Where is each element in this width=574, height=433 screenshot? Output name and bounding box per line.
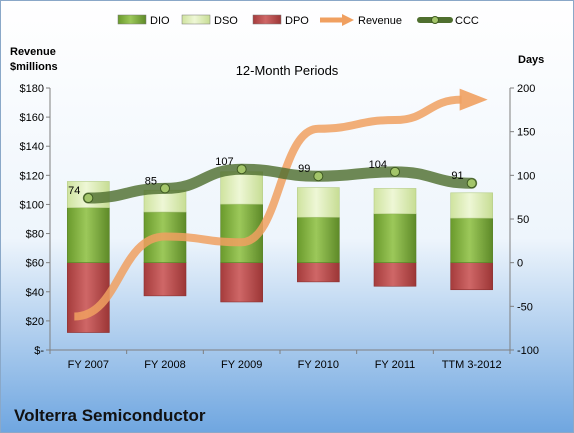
ccc-data-label: 99 bbox=[298, 163, 310, 175]
ccc-data-label: 107 bbox=[215, 156, 233, 168]
left-axis-title-line2: $millions bbox=[10, 61, 58, 73]
bar-group bbox=[373, 188, 417, 287]
right-tick-label: 100 bbox=[517, 170, 535, 182]
right-tick-label: 150 bbox=[517, 127, 535, 139]
legend-swatch-dio bbox=[117, 14, 147, 25]
left-axis-title-line1: Revenue bbox=[10, 46, 56, 58]
legend-swatch-dpo bbox=[252, 14, 282, 25]
legend-label-ccc: CCC bbox=[455, 15, 479, 27]
bar-dpo bbox=[220, 262, 263, 303]
legend-item-revenue: Revenue bbox=[320, 14, 402, 27]
ccc-data-label: 91 bbox=[451, 170, 463, 182]
x-tick-label: FY 2010 bbox=[298, 359, 339, 371]
legend-item-dio: DIO bbox=[117, 14, 170, 27]
bar-dio bbox=[373, 213, 417, 263]
legend-marker-ccc bbox=[431, 16, 439, 24]
left-tick-label: $20 bbox=[26, 316, 44, 328]
legend-label-dso: DSO bbox=[214, 15, 238, 27]
ccc-point bbox=[390, 166, 400, 177]
chart-title: 12-Month Periods bbox=[236, 63, 339, 78]
revenue-line bbox=[73, 95, 462, 321]
bar-dio bbox=[297, 216, 340, 263]
legend-label-revenue: Revenue bbox=[358, 15, 402, 27]
x-tick-label: FY 2011 bbox=[375, 359, 416, 371]
bar-dio bbox=[450, 217, 493, 263]
plot-area: $- $20 $40 $60 $80 $100 $120 $140 $160 $180 -100 -5… bbox=[20, 83, 540, 371]
ccc-line bbox=[82, 163, 478, 204]
ccc-point bbox=[313, 171, 324, 182]
right-tick-label: -100 bbox=[517, 345, 539, 357]
x-tick-label: FY 2007 bbox=[68, 359, 109, 371]
bar-dpo bbox=[450, 262, 493, 291]
right-axis-title: Days bbox=[518, 54, 544, 66]
ccc-point bbox=[466, 178, 477, 189]
right-tick-label: 0 bbox=[517, 258, 523, 270]
legend-item-ccc: CCC bbox=[417, 15, 479, 27]
right-tick-label: -50 bbox=[517, 301, 533, 313]
legend-arrow-revenue bbox=[342, 14, 354, 26]
left-tick-label: $- bbox=[34, 345, 44, 357]
right-tick-label: 200 bbox=[517, 83, 535, 95]
left-tick-label: $40 bbox=[26, 287, 44, 299]
legend-item-dso: DSO bbox=[181, 14, 238, 27]
legend-item-dpo: DPO bbox=[252, 14, 309, 27]
bar-dpo bbox=[143, 262, 187, 297]
bar-dpo bbox=[373, 262, 417, 287]
ccc-point bbox=[236, 164, 247, 175]
legend-label-dio: DIO bbox=[150, 15, 170, 27]
left-tick-label: $120 bbox=[20, 170, 44, 182]
bar-dpo bbox=[297, 262, 340, 283]
ccc-data-label: 104 bbox=[369, 159, 387, 171]
x-tick-label: FY 2008 bbox=[144, 359, 185, 371]
legend: DIO DSO DPO Revenue CCC bbox=[117, 14, 479, 27]
bar-dso bbox=[297, 187, 340, 218]
x-tick-label: TTM 3-2012 bbox=[442, 359, 502, 371]
bar-dso bbox=[373, 188, 417, 215]
bar-dso bbox=[220, 171, 263, 205]
company-name: Volterra Semiconductor bbox=[14, 406, 206, 425]
ccc-point bbox=[160, 183, 170, 194]
x-tick-label: FY 2009 bbox=[221, 359, 262, 371]
left-tick-label: $100 bbox=[20, 199, 44, 211]
legend-label-dpo: DPO bbox=[285, 15, 309, 27]
ccc-data-label: 85 bbox=[145, 175, 157, 187]
left-tick-label: $180 bbox=[20, 83, 44, 95]
bar-group bbox=[220, 171, 263, 303]
legend-swatch-dso bbox=[181, 14, 211, 25]
bar-dio bbox=[67, 207, 110, 263]
bar-dso bbox=[450, 192, 493, 219]
left-tick-label: $80 bbox=[26, 229, 44, 241]
right-tick-label: 50 bbox=[517, 214, 529, 226]
bar-group bbox=[297, 187, 340, 283]
bar-group bbox=[450, 192, 493, 291]
left-tick-label: $60 bbox=[26, 258, 44, 270]
ccc-data-label: 74 bbox=[68, 185, 80, 197]
left-tick-label: $140 bbox=[20, 141, 44, 153]
left-tick-label: $160 bbox=[20, 112, 44, 124]
ccc-point bbox=[83, 193, 94, 204]
revenue-arrowhead bbox=[459, 88, 488, 111]
